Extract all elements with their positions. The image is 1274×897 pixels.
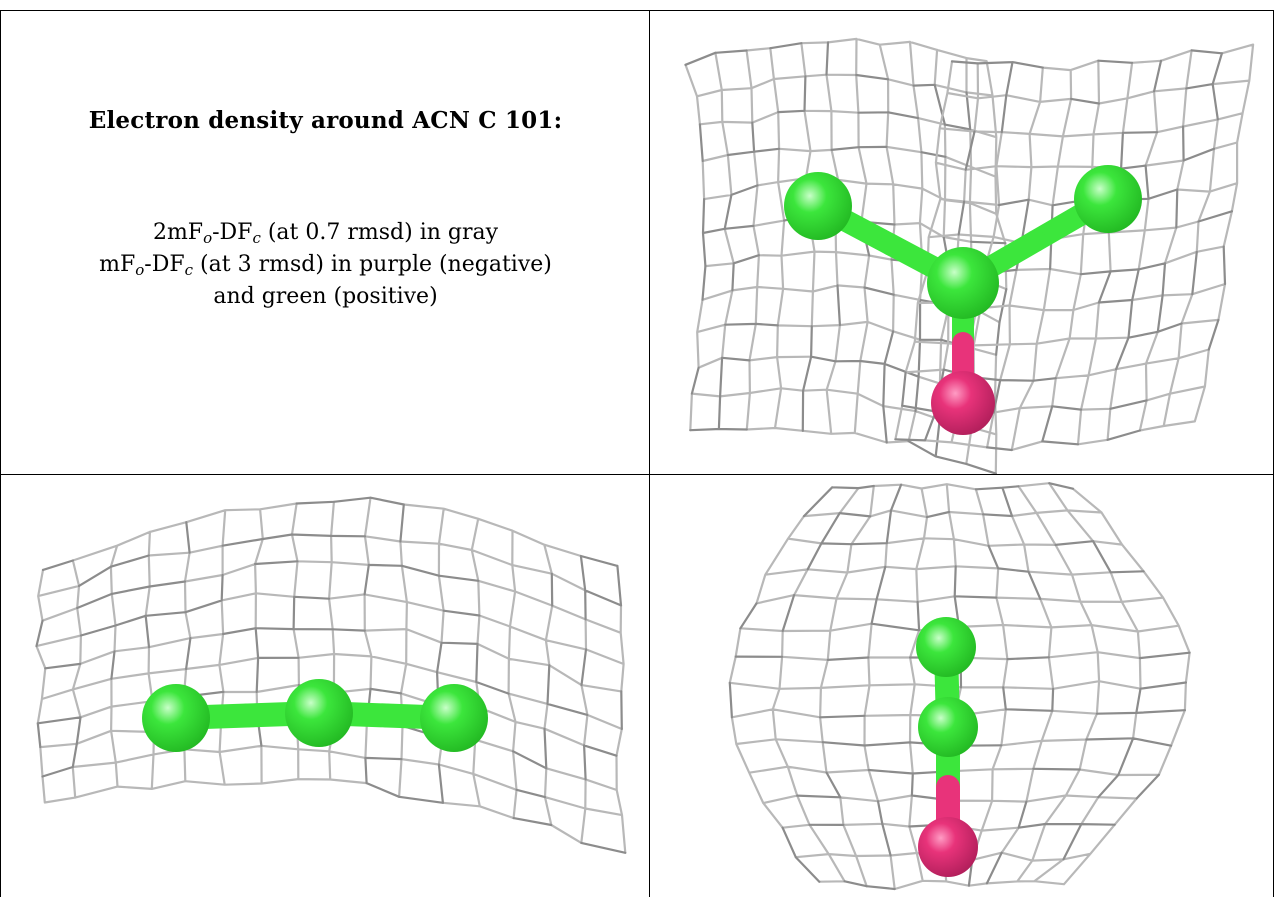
legend-cell: Electron density around ACN C 101: 2mFo-… bbox=[1, 11, 649, 474]
density-mesh-arch bbox=[35, 496, 627, 854]
legend: Electron density around ACN C 101: 2mFo-… bbox=[1, 11, 649, 474]
atom-c1 bbox=[916, 617, 976, 677]
table-border-left bbox=[0, 10, 1, 897]
table-column-divider bbox=[649, 10, 650, 897]
atom-c2 bbox=[918, 697, 978, 757]
density-render-3 bbox=[728, 482, 1191, 891]
density-mesh-side bbox=[728, 482, 1191, 891]
atom-c1 bbox=[142, 684, 210, 752]
density-view-bottom-left bbox=[1, 475, 649, 897]
table-row-divider bbox=[0, 474, 1274, 475]
density-render-2 bbox=[35, 496, 627, 854]
atom-n bbox=[931, 371, 995, 435]
legend-title: Electron density around ACN C 101: bbox=[88, 107, 563, 134]
density-view-top-right bbox=[650, 11, 1273, 474]
density-render-1 bbox=[684, 37, 1255, 474]
density-mesh-left-lobe bbox=[684, 37, 1008, 474]
table-border-top bbox=[0, 10, 1274, 11]
atom-c2 bbox=[285, 679, 353, 747]
atom-c3 bbox=[1074, 165, 1142, 233]
legend-line-fo-fc: mFo-DFc (at 3 rmsd) in purple (negative) bbox=[99, 252, 552, 279]
legend-line-2fo-fc: 2mFo-DFc (at 0.7 rmsd) in gray bbox=[152, 220, 499, 247]
atom-c2 bbox=[927, 247, 999, 319]
density-view-bottom-right bbox=[650, 475, 1273, 897]
legend-line-positive: and green (positive) bbox=[213, 284, 438, 309]
atom-c1 bbox=[784, 172, 852, 240]
atom-n bbox=[918, 817, 978, 877]
atom-c3 bbox=[420, 684, 488, 752]
density-mesh-right-lobe bbox=[894, 43, 1255, 452]
